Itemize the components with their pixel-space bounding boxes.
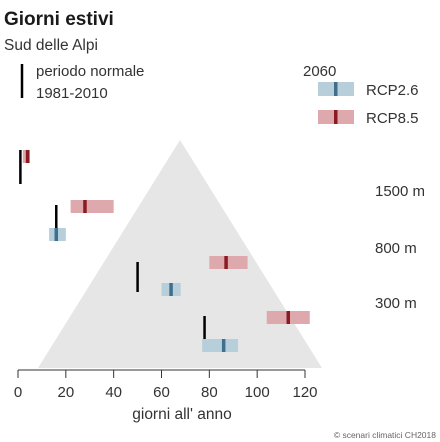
legend-rcp26-median-mark bbox=[334, 82, 338, 96]
x-tick-label: 60 bbox=[153, 384, 170, 401]
x-tick-label: 120 bbox=[292, 384, 317, 401]
x-axis: 0 20 40 60 80 100 120 bbox=[14, 369, 318, 401]
rcp85-median-mark bbox=[83, 200, 87, 213]
rcp26-median-mark bbox=[54, 228, 59, 241]
credit-text: © scenari climatici CH2018 bbox=[334, 430, 436, 440]
x-tick-label: 40 bbox=[105, 384, 122, 401]
mountain-triangle-background bbox=[38, 140, 322, 368]
rcp85-median-mark bbox=[224, 256, 228, 269]
altitude-label: 1500 m bbox=[375, 183, 425, 200]
x-tick-label: 20 bbox=[57, 384, 74, 401]
rcp85-range-bar bbox=[70, 200, 114, 213]
altitude-labels: 1500 m 800 m 300 m bbox=[375, 183, 425, 312]
chart-title: Giorni estivi bbox=[4, 9, 114, 30]
rcp26-range-bar bbox=[202, 339, 239, 352]
legend-rcp26-label: RCP2.6 bbox=[366, 82, 419, 99]
legend-rcp85-label: RCP8.5 bbox=[366, 110, 419, 127]
rcp85-range-bar bbox=[209, 256, 248, 269]
rcp26-median-mark bbox=[221, 339, 226, 352]
legend: periodo normale 1981-2010 2060 RCP2.6 RC… bbox=[20, 63, 419, 127]
rcp85-median-mark bbox=[286, 311, 291, 324]
data-marks bbox=[19, 150, 310, 352]
altitude-label: 300 m bbox=[375, 295, 417, 312]
altitude-label: 800 m bbox=[375, 240, 417, 257]
rcp26-median-mark bbox=[169, 283, 173, 296]
legend-future-label: 2060 bbox=[303, 63, 336, 80]
x-tick-label: 0 bbox=[14, 384, 22, 401]
chart-subtitle: Sud delle Alpi bbox=[4, 37, 98, 54]
rcp85-median-mark bbox=[25, 150, 30, 163]
legend-normal-label-line2: 1981-2010 bbox=[36, 85, 108, 102]
legend-rcp85-median-mark bbox=[334, 110, 338, 124]
x-tick-label: 80 bbox=[201, 384, 218, 401]
x-axis-label: giorni all' anno bbox=[132, 406, 231, 423]
x-tick-label: 100 bbox=[245, 384, 270, 401]
legend-normal-label-line1: periodo normale bbox=[36, 63, 144, 80]
